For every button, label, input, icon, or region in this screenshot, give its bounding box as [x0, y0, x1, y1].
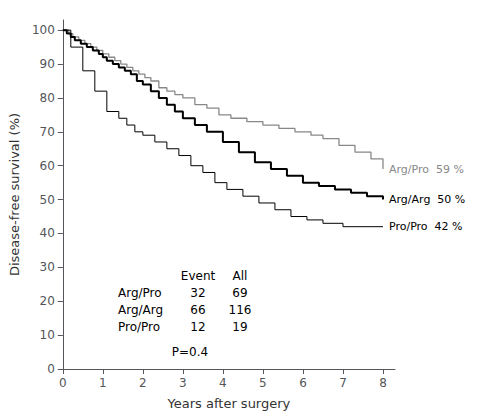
svg-text:Arg/Pro: Arg/Pro — [118, 286, 162, 300]
svg-text:20: 20 — [40, 294, 55, 308]
svg-text:70: 70 — [40, 125, 55, 139]
svg-text:100: 100 — [32, 23, 55, 37]
svg-text:All: All — [233, 269, 248, 283]
svg-text:8: 8 — [379, 376, 387, 390]
svg-text:Pro/Pro: Pro/Pro — [118, 320, 160, 334]
svg-text:1: 1 — [99, 376, 107, 390]
svg-text:90: 90 — [40, 57, 55, 71]
svg-text:32: 32 — [190, 286, 205, 300]
svg-text:Arg/Arg: Arg/Arg — [118, 303, 163, 317]
svg-text:2: 2 — [139, 376, 147, 390]
svg-text:7: 7 — [339, 376, 347, 390]
svg-text:Event: Event — [181, 269, 216, 283]
svg-text:69: 69 — [232, 286, 247, 300]
svg-text:6: 6 — [299, 376, 307, 390]
svg-text:80: 80 — [40, 91, 55, 105]
svg-text:Years after surgery: Years after surgery — [167, 396, 291, 411]
svg-text:0: 0 — [47, 362, 55, 376]
svg-text:Arg/Pro 59 %: Arg/Pro 59 % — [389, 163, 464, 176]
svg-text:40: 40 — [40, 226, 55, 240]
svg-text:Disease-free survival (%): Disease-free survival (%) — [7, 113, 22, 276]
svg-text:5: 5 — [259, 376, 267, 390]
svg-text:10: 10 — [40, 328, 55, 342]
svg-text:12: 12 — [190, 320, 205, 334]
svg-text:Pro/Pro 42 %: Pro/Pro 42 % — [389, 220, 463, 233]
svg-text:19: 19 — [232, 320, 247, 334]
svg-text:50: 50 — [40, 193, 55, 207]
svg-text:4: 4 — [219, 376, 227, 390]
svg-text:Arg/Arg 50 %: Arg/Arg 50 % — [389, 193, 465, 206]
svg-text:60: 60 — [40, 159, 55, 173]
svg-text:0: 0 — [59, 376, 67, 390]
svg-text:P=0.4: P=0.4 — [172, 345, 208, 359]
svg-text:66: 66 — [190, 303, 205, 317]
svg-text:116: 116 — [229, 303, 252, 317]
svg-text:3: 3 — [179, 376, 187, 390]
svg-text:30: 30 — [40, 260, 55, 274]
